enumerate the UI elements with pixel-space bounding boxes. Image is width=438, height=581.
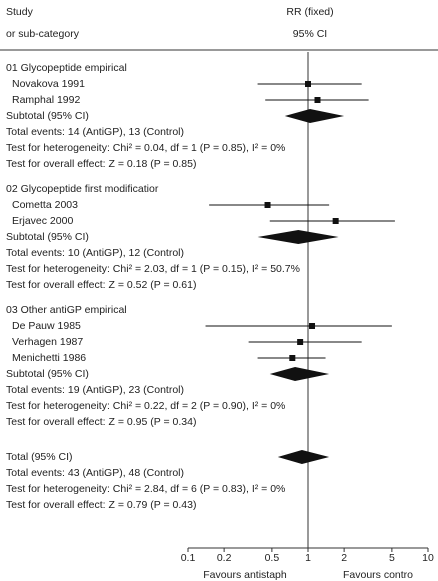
effect-square: [332, 218, 339, 224]
summary-heterogeneity: Test for heterogeneity: Chi² = 0.04, df …: [6, 142, 285, 154]
summary-events: Total events: 19 (AntiGP), 23 (Control): [6, 384, 184, 396]
summary-heterogeneity: Test for heterogeneity: Chi² = 2.03, df …: [6, 263, 300, 275]
x-tick-label: 2: [341, 552, 347, 564]
summary-events: Total events: 10 (AntiGP), 12 (Control): [6, 247, 184, 259]
subtotal-label: Subtotal (95% CI): [6, 368, 89, 380]
summary-overall: Test for overall effect: Z = 0.18 (P = 0…: [6, 158, 196, 170]
header-rr: RR (fixed): [286, 6, 333, 18]
x-tick-label: 5: [389, 552, 395, 564]
effect-square: [305, 81, 311, 87]
total-label: Total (95% CI): [6, 451, 73, 463]
group-title: 02 Glycopeptide first modificatior: [6, 183, 159, 195]
study-name: De Pauw 1985: [12, 320, 81, 332]
study-name: Verhagen 1987: [12, 336, 83, 348]
effect-square: [309, 323, 316, 329]
header-ci: 95% CI: [293, 28, 327, 40]
header-subcategory: or sub-category: [6, 28, 80, 40]
pooled-diamond: [269, 367, 330, 381]
x-tick-label: 10: [422, 552, 434, 564]
header-study: Study: [6, 6, 34, 18]
subtotal-label: Subtotal (95% CI): [6, 110, 89, 122]
pooled-diamond: [257, 230, 339, 244]
study-name: Ramphal 1992: [12, 94, 80, 106]
pooled-diamond: [277, 450, 330, 464]
summary-overall: Test for overall effect: Z = 0.52 (P = 0…: [6, 279, 196, 291]
study-name: Menichetti 1986: [12, 352, 86, 364]
favours-left: Favours antistaph: [203, 569, 287, 581]
x-tick-label: 1: [305, 552, 311, 564]
pooled-diamond: [284, 109, 345, 123]
group-title: 03 Other antiGP empirical: [6, 304, 127, 316]
group-title: 01 Glycopeptide empirical: [6, 62, 127, 74]
effect-square: [289, 355, 296, 361]
study-name: Erjavec 2000: [12, 215, 73, 227]
summary-events: Total events: 14 (AntiGP), 13 (Control): [6, 126, 184, 138]
total-overall: Test for overall effect: Z = 0.79 (P = 0…: [6, 499, 196, 511]
effect-square: [297, 339, 304, 345]
subtotal-label: Subtotal (95% CI): [6, 231, 89, 243]
study-name: Novakova 1991: [12, 78, 85, 90]
total-events: Total events: 43 (AntiGP), 48 (Control): [6, 467, 184, 479]
favours-right: Favours contro: [343, 569, 413, 581]
summary-heterogeneity: Test for heterogeneity: Chi² = 0.22, df …: [6, 400, 285, 412]
summary-overall: Test for overall effect: Z = 0.95 (P = 0…: [6, 416, 196, 428]
effect-square: [314, 97, 321, 103]
x-tick-label: 0.1: [181, 552, 196, 564]
total-heterogeneity: Test for heterogeneity: Chi² = 2.84, df …: [6, 483, 285, 495]
study-name: Cometta 2003: [12, 199, 78, 211]
effect-square: [264, 202, 271, 208]
x-tick-label: 0.2: [217, 552, 232, 564]
x-tick-label: 0.5: [265, 552, 280, 564]
